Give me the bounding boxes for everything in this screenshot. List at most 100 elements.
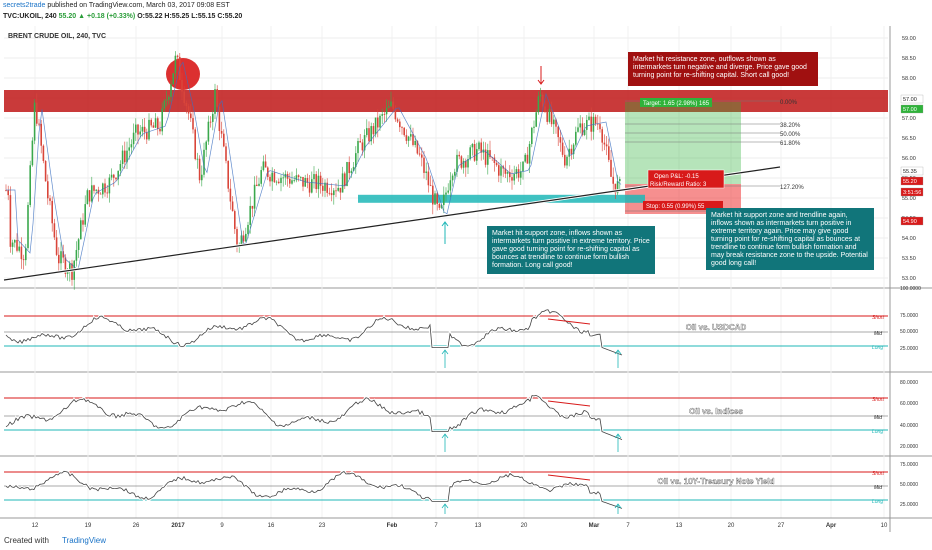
tradingview-brand-link[interactable]: TradingView — [62, 536, 107, 545]
candle-body — [93, 185, 95, 191]
candle-body — [308, 182, 311, 193]
candle-body — [44, 160, 47, 182]
y-tick-label: 59.00 — [902, 36, 916, 42]
candle-body — [62, 251, 64, 258]
candle-body — [82, 220, 84, 225]
fib-label: 61.80% — [780, 141, 801, 147]
candle-body — [9, 195, 12, 247]
candle-body — [253, 184, 256, 209]
candle-body — [597, 123, 599, 125]
candle-body — [445, 192, 447, 195]
candle-body — [451, 175, 454, 181]
candle-body — [275, 181, 278, 183]
candle-body — [262, 161, 265, 171]
candle-body — [119, 164, 122, 171]
candle-body — [271, 172, 273, 182]
candle-body — [577, 127, 579, 132]
support-arrow-small — [614, 349, 622, 368]
indicator-y-tick: 20.0000 — [900, 444, 918, 450]
price-tag-bg — [900, 176, 924, 186]
candle-body — [350, 170, 353, 174]
mid-level-label: Mid — [874, 415, 882, 421]
candle-body — [590, 116, 592, 132]
candle-body — [152, 125, 155, 128]
candle-body — [198, 158, 201, 181]
candle-body — [14, 239, 16, 243]
short-level-label: Short — [872, 397, 885, 403]
candle-body — [300, 176, 302, 178]
price-tag: 55.20 — [903, 179, 917, 185]
candle-body — [511, 177, 513, 181]
candle-body — [18, 246, 20, 251]
candle-body — [315, 174, 317, 190]
candle-body — [194, 129, 196, 160]
candle-body — [414, 140, 416, 145]
candle-body — [146, 132, 148, 140]
long-level-label: Long — [872, 499, 883, 505]
mid-level-label: Mid — [874, 485, 882, 491]
candle-body — [610, 159, 612, 177]
price-tag-bg — [900, 166, 924, 176]
candle-body — [436, 193, 438, 204]
candle-body — [64, 257, 67, 274]
candle-body — [115, 177, 117, 180]
candle-body — [333, 190, 335, 196]
candle-body — [297, 175, 300, 177]
candle-body — [447, 190, 449, 193]
candle-body — [531, 127, 533, 144]
candle-body — [379, 115, 381, 128]
indicator-y-tick: 50.0000 — [900, 329, 918, 335]
main-pane-title: BRENT CRUDE OIL, 240, TVC — [8, 33, 106, 40]
candle-body — [128, 147, 130, 151]
candle-body — [588, 116, 590, 120]
candle-body — [561, 142, 564, 155]
candle-body — [599, 123, 601, 130]
ohlc-values: O:55.22 H:55.25 L:55.15 C:55.20 — [137, 13, 243, 20]
published-text: published on TradingView.com, March 03, … — [47, 2, 230, 9]
candle-body — [69, 263, 71, 272]
candle-body — [22, 259, 25, 261]
candle-body — [302, 176, 304, 187]
pnl-label: Open P&L: -0.15 — [654, 174, 699, 180]
candle-body — [535, 112, 537, 127]
fib-label: 0.00% — [780, 100, 798, 106]
candle-body — [161, 108, 163, 132]
y-tick-label: 53.00 — [902, 276, 916, 282]
indicator-y-tick: 75.0000 — [900, 462, 918, 468]
candle-body — [176, 55, 179, 57]
candle-body — [196, 158, 199, 160]
fib-label: 38.20% — [780, 123, 801, 129]
x-tick-label: Feb — [387, 523, 398, 529]
price-change: 55.20 ▲ +0.18 (+0.33%) — [58, 13, 136, 20]
candle-body — [20, 246, 23, 260]
x-tick-label: 13 — [676, 523, 683, 529]
candle-body — [579, 123, 581, 128]
chart-header: secrets2trade published on TradingView.c… — [0, 0, 932, 26]
short-level-label: Short — [872, 315, 885, 321]
candle-body — [289, 178, 291, 184]
indicator-title: Oil vs. Indices — [689, 407, 743, 416]
candle-body — [396, 119, 399, 122]
candle-body — [84, 204, 86, 225]
candle-body — [33, 102, 36, 141]
candle-body — [370, 126, 372, 142]
indicator-y-tick: 40.0000 — [900, 423, 918, 429]
y-tick-label: 58.00 — [902, 76, 916, 82]
candle-body — [282, 177, 284, 179]
candle-body — [227, 160, 229, 189]
candle-body — [36, 102, 38, 124]
candle-body — [605, 144, 608, 147]
chart-canvas[interactable]: BRENT CRUDE OIL, 240, TVC 0.00% 38.20% 50.0… — [0, 26, 932, 532]
price-tag-bg — [900, 104, 924, 114]
x-tick-label: 7 — [434, 523, 438, 529]
candle-body — [260, 170, 262, 184]
chart-footer: Created with TradingView — [0, 532, 932, 550]
candle-body — [29, 165, 31, 205]
candle-body — [137, 124, 139, 135]
author-link[interactable]: secrets2trade — [3, 2, 46, 9]
candle-body — [317, 175, 320, 190]
candle-body — [546, 111, 548, 122]
candle-body — [608, 146, 610, 160]
candle-body — [412, 134, 414, 145]
candle-body — [385, 107, 388, 115]
